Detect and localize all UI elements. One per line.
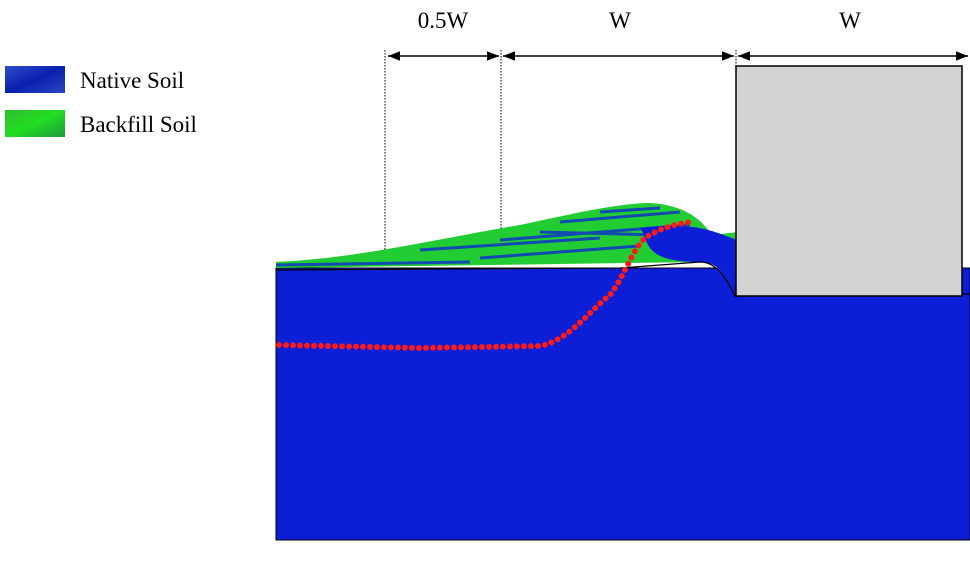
legend-swatch <box>5 66 65 93</box>
wall <box>736 66 962 296</box>
dimension-label: W <box>609 8 631 33</box>
diagram: Native Soil Backfill Soil 0.5W W W <box>0 0 970 561</box>
dimension-label: 0.5W <box>418 8 469 33</box>
native-soil <box>276 268 970 540</box>
dimension-label: W <box>839 8 861 33</box>
legend-label: Native Soil <box>80 68 184 93</box>
legend-swatch <box>5 110 65 137</box>
legend-label: Backfill Soil <box>80 112 197 137</box>
